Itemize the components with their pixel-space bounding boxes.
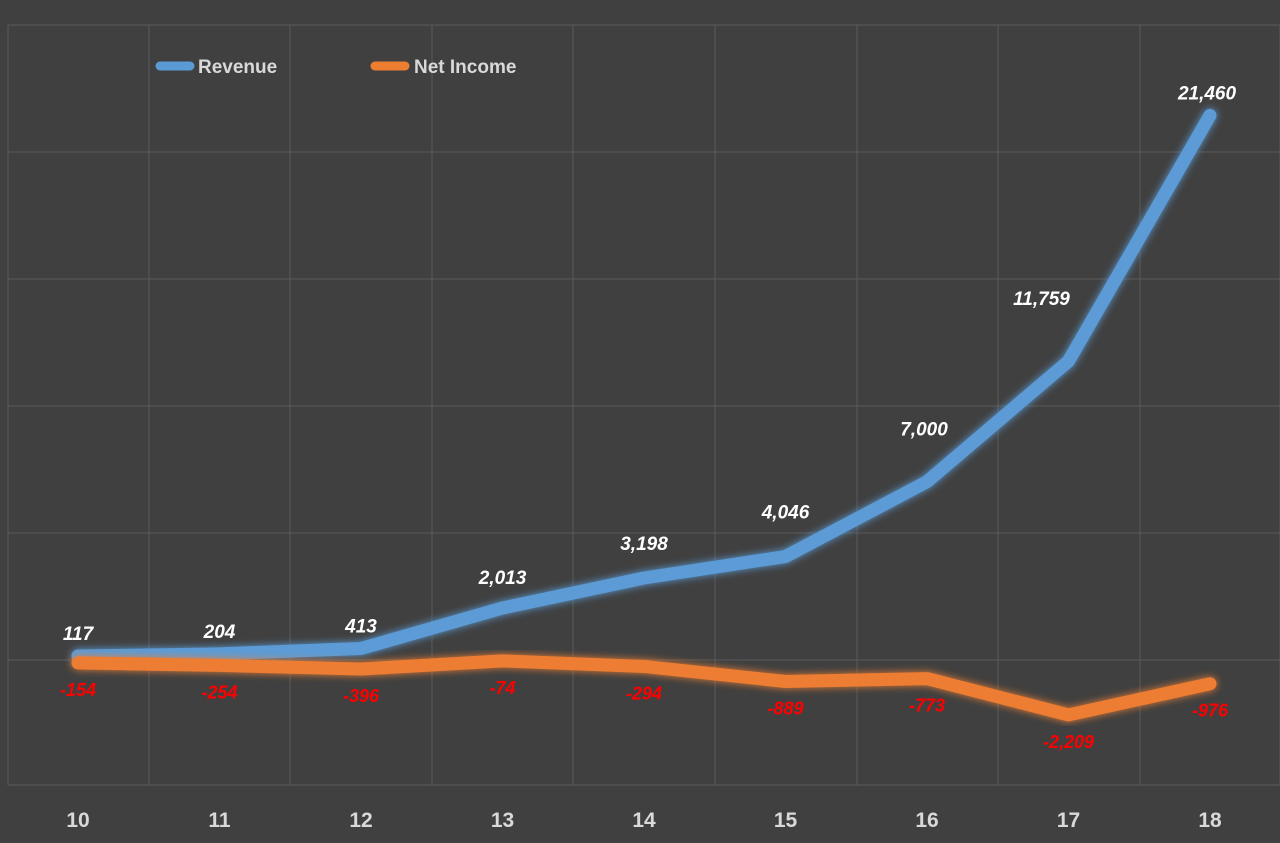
revenue-data-label: 2,013 [478,568,527,589]
net-income-data-label: -74 [489,678,515,698]
revenue-data-label: 21,460 [1177,83,1237,104]
net-income-data-label: -294 [626,683,662,703]
revenue-series-line [71,108,1217,663]
revenue-data-label: 3,198 [620,534,668,555]
x-tick-label: 16 [915,809,938,832]
x-tick-label: 10 [66,809,89,832]
x-axis-ticks: 10 11 12 13 14 15 16 17 18 [66,809,1222,832]
legend-item: Net Income [370,57,516,78]
net-income-series-line [71,654,1217,722]
data-labels: 117 204 413 2,013 3,198 4,046 7,000 11,759 21,46… [60,83,1236,752]
legend-label: Revenue [198,57,277,78]
x-tick-label: 17 [1057,809,1080,832]
net-income-data-label: -976 [1192,701,1229,721]
grid [7,24,1280,786]
net-income-data-label: -154 [60,680,96,700]
net-income-data-label: -396 [343,686,380,706]
revenue-data-label: 11,759 [1013,289,1070,310]
x-tick-label: 15 [774,809,798,832]
net-income-data-label: -773 [909,696,945,716]
legend-item: Revenue [155,57,277,78]
net-income-data-label: -2,209 [1043,732,1094,752]
revenue-data-label: 413 [344,617,377,638]
net-income-data-label: -254 [201,682,237,702]
x-tick-label: 14 [632,809,656,832]
x-tick-label: 18 [1198,809,1222,832]
x-tick-label: 12 [349,809,372,832]
legend-label: Net Income [414,57,516,78]
revenue-data-label: 117 [63,624,95,645]
legend: Revenue Net Income [155,57,516,78]
revenue-data-label: 4,046 [761,503,810,524]
net-income-data-label: -889 [767,699,803,719]
x-tick-label: 13 [491,809,514,832]
revenue-data-label: 204 [203,622,236,643]
x-tick-label: 11 [208,809,231,832]
revenue-data-label: 7,000 [900,420,948,441]
series-group [71,108,1217,722]
